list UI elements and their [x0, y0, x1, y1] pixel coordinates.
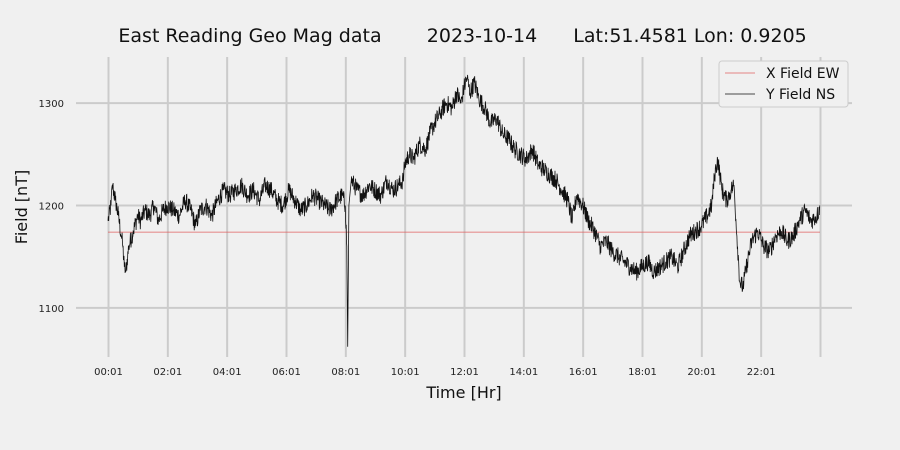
y-axis-title: Field [nT] — [12, 170, 31, 244]
y-tick-label: 1300 — [39, 99, 64, 110]
x-tick-label: 18:01 — [628, 367, 657, 378]
chart-title-date: 2023-10-14 — [427, 25, 537, 47]
x-axis-title: Time [Hr] — [425, 383, 501, 402]
x-tick-label: 12:01 — [450, 367, 479, 378]
legend-label-y-field: Y Field NS — [765, 87, 835, 103]
x-tick-label: 22:01 — [747, 367, 776, 378]
x-tick-label: 14:01 — [509, 367, 538, 378]
y-tick-labels: 1100 1200 1300 — [39, 99, 64, 315]
x-tick-label: 04:01 — [213, 367, 242, 378]
legend-label-x-field: X Field EW — [766, 66, 840, 82]
y-tick-label: 1100 — [39, 304, 64, 315]
series-line-y-field-ns — [107, 74, 821, 347]
x-tick-label: 06:01 — [272, 367, 301, 378]
chart-title-location: Lat:51.4581 Lon: 0.9205 — [573, 25, 807, 47]
x-tick-labels: 00:01 02:01 04:01 06:01 08:01 10:01 12:01 14:01… — [94, 367, 775, 378]
y-tick-label: 1200 — [39, 201, 64, 212]
x-tick-label: 16:01 — [569, 367, 598, 378]
x-tick-label: 10:01 — [391, 367, 420, 378]
series-lines — [107, 74, 821, 347]
x-tick-label: 00:01 — [94, 367, 123, 378]
legend-box — [718, 60, 849, 108]
x-tick-label: 20:01 — [687, 367, 716, 378]
x-tick-label: 02:01 — [153, 367, 182, 378]
chart-title-station: East Reading Geo Mag data — [118, 25, 381, 47]
legend: X Field EW Y Field NS — [718, 60, 849, 108]
x-tick-label: 08:01 — [331, 367, 360, 378]
